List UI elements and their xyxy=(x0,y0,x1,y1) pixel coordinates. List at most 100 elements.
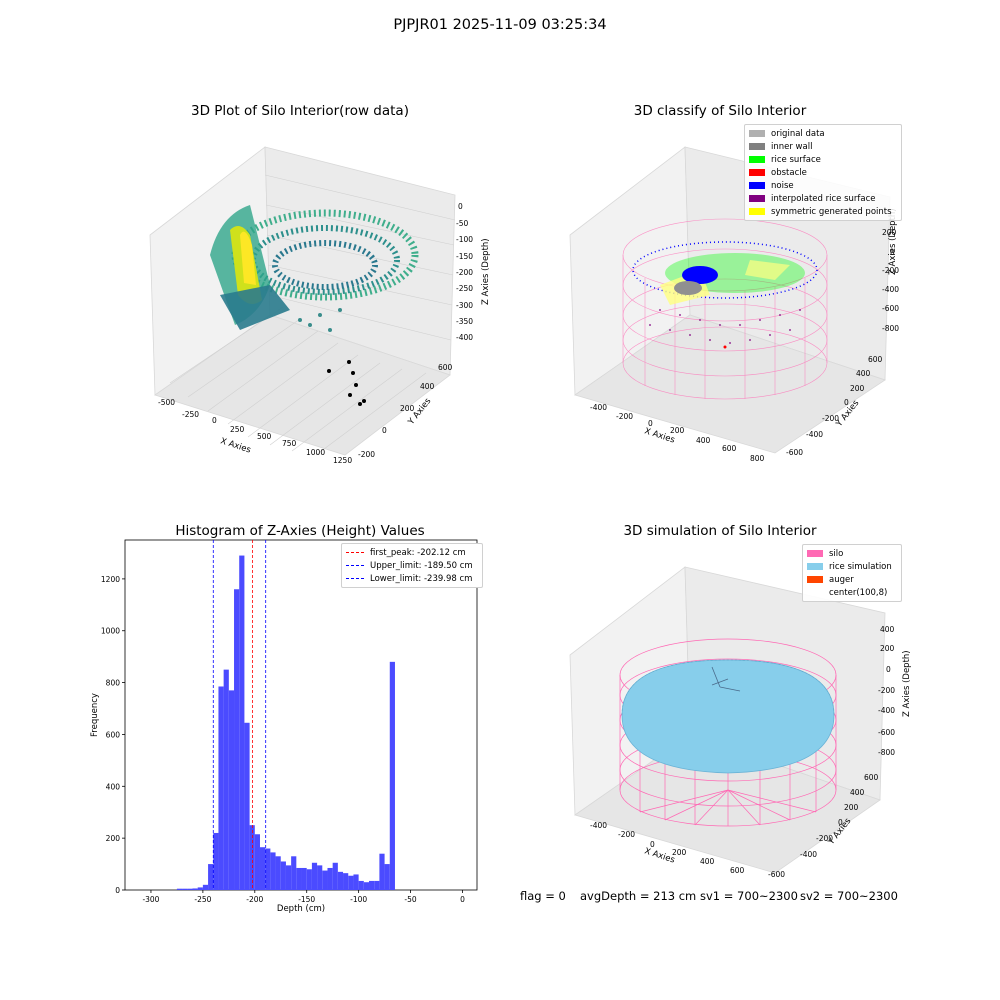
y-tick-label: 200 xyxy=(106,834,121,843)
figure-suptitle: PJPJR01 2025-11-09 03:25:34 xyxy=(393,17,607,33)
legend-swatch xyxy=(807,563,823,570)
histogram-bar xyxy=(192,888,198,890)
tick-label: 200 xyxy=(850,384,865,393)
tick-label: 0 xyxy=(650,840,655,849)
legend-entry: symmetric generated points xyxy=(749,205,897,218)
tick-label: 400 xyxy=(856,369,871,378)
tick-label: -400 xyxy=(806,430,823,439)
legend-label: obstacle xyxy=(771,167,807,178)
legend-entry: obstacle xyxy=(749,166,897,179)
tick-label: 600 xyxy=(868,355,883,364)
tick-label: -200 xyxy=(616,412,633,421)
tick-label: -50 xyxy=(456,219,468,228)
histogram-bar xyxy=(213,832,219,890)
tick-label: -400 xyxy=(456,333,473,342)
tick-label: 600 xyxy=(438,363,453,372)
tick-label: -600 xyxy=(786,448,803,457)
tick-label: 400 xyxy=(700,857,715,866)
plot1-title: 3D Plot of Silo Interior(row data) xyxy=(191,103,409,119)
histogram-bar xyxy=(353,874,359,890)
plot4-rice-surface xyxy=(621,659,835,774)
histogram-bar xyxy=(369,880,375,890)
tick-label: -200 xyxy=(882,266,899,275)
plot3-ylabel: Frequency xyxy=(90,693,100,737)
plot2-z-ticks: 200 0 -200 -400 -600 -800 xyxy=(882,228,899,333)
tick-label: 600 xyxy=(730,866,745,875)
histogram-bar xyxy=(197,887,203,890)
legend-swatch xyxy=(346,552,364,553)
plot3-marker-lines xyxy=(212,540,267,890)
plot2-silo-mesh xyxy=(622,218,828,400)
tick-label: 750 xyxy=(282,439,297,448)
tick-label: -200 xyxy=(456,268,473,277)
tick-label: -500 xyxy=(158,398,175,407)
legend-swatch xyxy=(807,589,823,596)
legend-entry: original data xyxy=(749,127,897,140)
tick-label: -200 xyxy=(618,830,635,839)
plot4-x-ticks: -400 -200 0 200 400 600 xyxy=(590,821,745,875)
legend-swatch xyxy=(807,576,823,583)
histogram-bar xyxy=(379,853,385,890)
histogram-bar xyxy=(223,669,229,890)
plot1-panes xyxy=(149,146,456,456)
tick-label: -400 xyxy=(882,285,899,294)
legend-entry: inner wall xyxy=(749,140,897,153)
plot4-z-ticks: 400 200 0 -200 -400 -600 -800 xyxy=(878,625,895,757)
tick-label: 0 xyxy=(838,818,843,827)
histogram-bar xyxy=(317,865,323,890)
tick-label: 600 xyxy=(864,773,879,782)
y-tick-label: 0 xyxy=(115,886,120,895)
histogram-bar xyxy=(234,589,240,890)
histogram-bar xyxy=(187,888,193,890)
legend-label: first_peak: -202.12 cm xyxy=(370,547,466,558)
tick-label: -600 xyxy=(878,728,895,737)
tick-label: 0 xyxy=(886,665,891,674)
legend-swatch xyxy=(749,130,765,137)
histogram-bar xyxy=(337,871,344,890)
tick-label: -250 xyxy=(456,284,473,293)
legend-swatch xyxy=(749,208,765,215)
plot1-outlier-points xyxy=(327,360,366,406)
plot1-x-ticks: -500 -250 0 250 500 750 1000 1250 xyxy=(158,398,352,465)
legend-entry: center(100,8) xyxy=(807,586,897,599)
legend-swatch xyxy=(749,156,765,163)
histogram-bar xyxy=(358,880,364,890)
histogram-bar xyxy=(291,856,297,890)
tick-label: -300 xyxy=(456,301,473,310)
legend-entry: Upper_limit: -189.50 cm xyxy=(346,559,478,572)
tick-label: 0 xyxy=(648,419,653,428)
plot4-legend: silo rice simulation auger center(100,8) xyxy=(802,544,902,602)
legend-entry: silo xyxy=(807,547,897,560)
plot3-xlabel: Depth (cm) xyxy=(277,904,325,914)
plot3-x-ticks: -300 -250 -200 -150 -100 -50 0 xyxy=(142,890,465,904)
histogram-bar xyxy=(176,888,183,890)
tick-label: -400 xyxy=(878,706,895,715)
plot4-3d-simulation: -400 -200 0 200 400 600 X Axies -600 -40… xyxy=(569,566,895,879)
footer-avg-depth: avgDepth = 213 cm xyxy=(580,889,697,903)
x-tick-label: -300 xyxy=(142,895,159,904)
legend-entry: noise xyxy=(749,179,897,192)
legend-label: noise xyxy=(771,180,794,191)
histogram-bar xyxy=(332,862,338,890)
legend-label: symmetric generated points xyxy=(771,206,892,217)
tick-label: 0 xyxy=(212,416,217,425)
histogram-bar xyxy=(265,848,271,890)
tick-label: 0 xyxy=(458,202,463,211)
legend-swatch xyxy=(346,578,364,579)
plot2-title: 3D classify of Silo Interior xyxy=(633,103,807,119)
x-tick-label: -50 xyxy=(404,895,416,904)
legend-entry: Lower_limit: -239.98 cm xyxy=(346,572,478,585)
histogram-bar xyxy=(389,661,395,890)
tick-label: 600 xyxy=(722,444,737,453)
histogram-bar xyxy=(384,864,390,890)
histogram-bar xyxy=(322,870,328,890)
tick-label: 800 xyxy=(750,454,765,463)
y-tick-label: 1000 xyxy=(101,627,120,636)
legend-label: rice surface xyxy=(771,154,821,165)
histogram-bar xyxy=(208,864,214,890)
histogram-bar xyxy=(202,884,209,890)
plot1-grid xyxy=(169,174,456,456)
histogram-bar xyxy=(327,867,333,890)
legend-label: Upper_limit: -189.50 cm xyxy=(370,560,473,571)
tick-label: 400 xyxy=(880,625,895,634)
